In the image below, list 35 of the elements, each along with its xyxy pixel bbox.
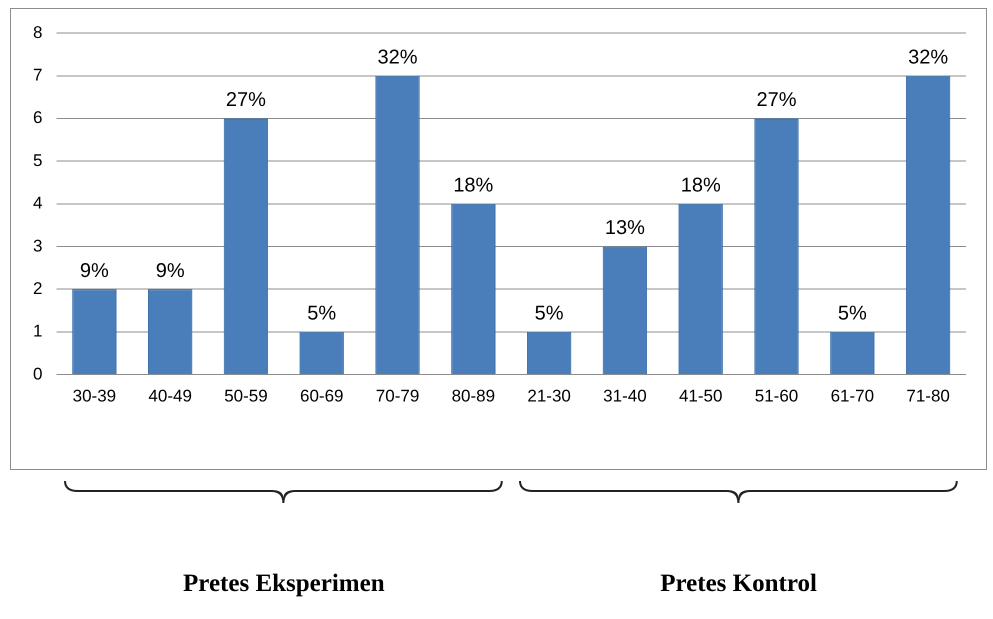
y-tick-label: 7 bbox=[32, 66, 42, 85]
annotation: 32% bbox=[908, 46, 948, 68]
y-tick-label: 3 bbox=[32, 236, 42, 256]
x-tick-label: 70-79 bbox=[376, 386, 420, 406]
y-tick-label: 8 bbox=[32, 22, 42, 42]
x-tick-label: 21-30 bbox=[527, 386, 571, 406]
annotation: 5% bbox=[307, 302, 336, 324]
y-tick-label: 1 bbox=[32, 322, 42, 341]
x-tick-label: 41-50 bbox=[678, 386, 722, 406]
y-tick-label: 4 bbox=[32, 194, 42, 213]
x-tick-label: 30-39 bbox=[72, 386, 116, 406]
x-tick-label: 80-89 bbox=[452, 386, 496, 406]
annotation: 18% bbox=[680, 174, 721, 196]
text: Pretes Kontrol bbox=[659, 570, 818, 598]
y-tick-label: 2 bbox=[32, 278, 42, 298]
y-tick-label: 0 bbox=[32, 364, 42, 384]
annotation: 5% bbox=[534, 302, 564, 324]
annotation: 18% bbox=[453, 174, 494, 196]
annotation: 9% bbox=[156, 260, 185, 282]
annotation: 5% bbox=[838, 302, 867, 324]
annotation: 32% bbox=[378, 46, 418, 68]
annotation: 27% bbox=[756, 89, 797, 112]
annotation: 27% bbox=[226, 89, 266, 112]
annotation: 9% bbox=[80, 260, 110, 282]
text: Pretes Eksperimen bbox=[182, 570, 386, 598]
x-tick-label: 31-40 bbox=[603, 386, 647, 406]
x-tick-label: 71-80 bbox=[906, 386, 950, 406]
y-tick-label: 5 bbox=[32, 150, 42, 170]
x-tick-label: 60-69 bbox=[300, 386, 344, 406]
y-tick-label: 6 bbox=[32, 108, 42, 128]
x-tick-label: 40-49 bbox=[148, 386, 192, 406]
x-tick-label: 61-70 bbox=[830, 386, 874, 406]
x-tick-label: 50-59 bbox=[224, 386, 268, 406]
x-tick-label: 51-60 bbox=[754, 386, 798, 406]
annotation: 13% bbox=[604, 217, 646, 240]
